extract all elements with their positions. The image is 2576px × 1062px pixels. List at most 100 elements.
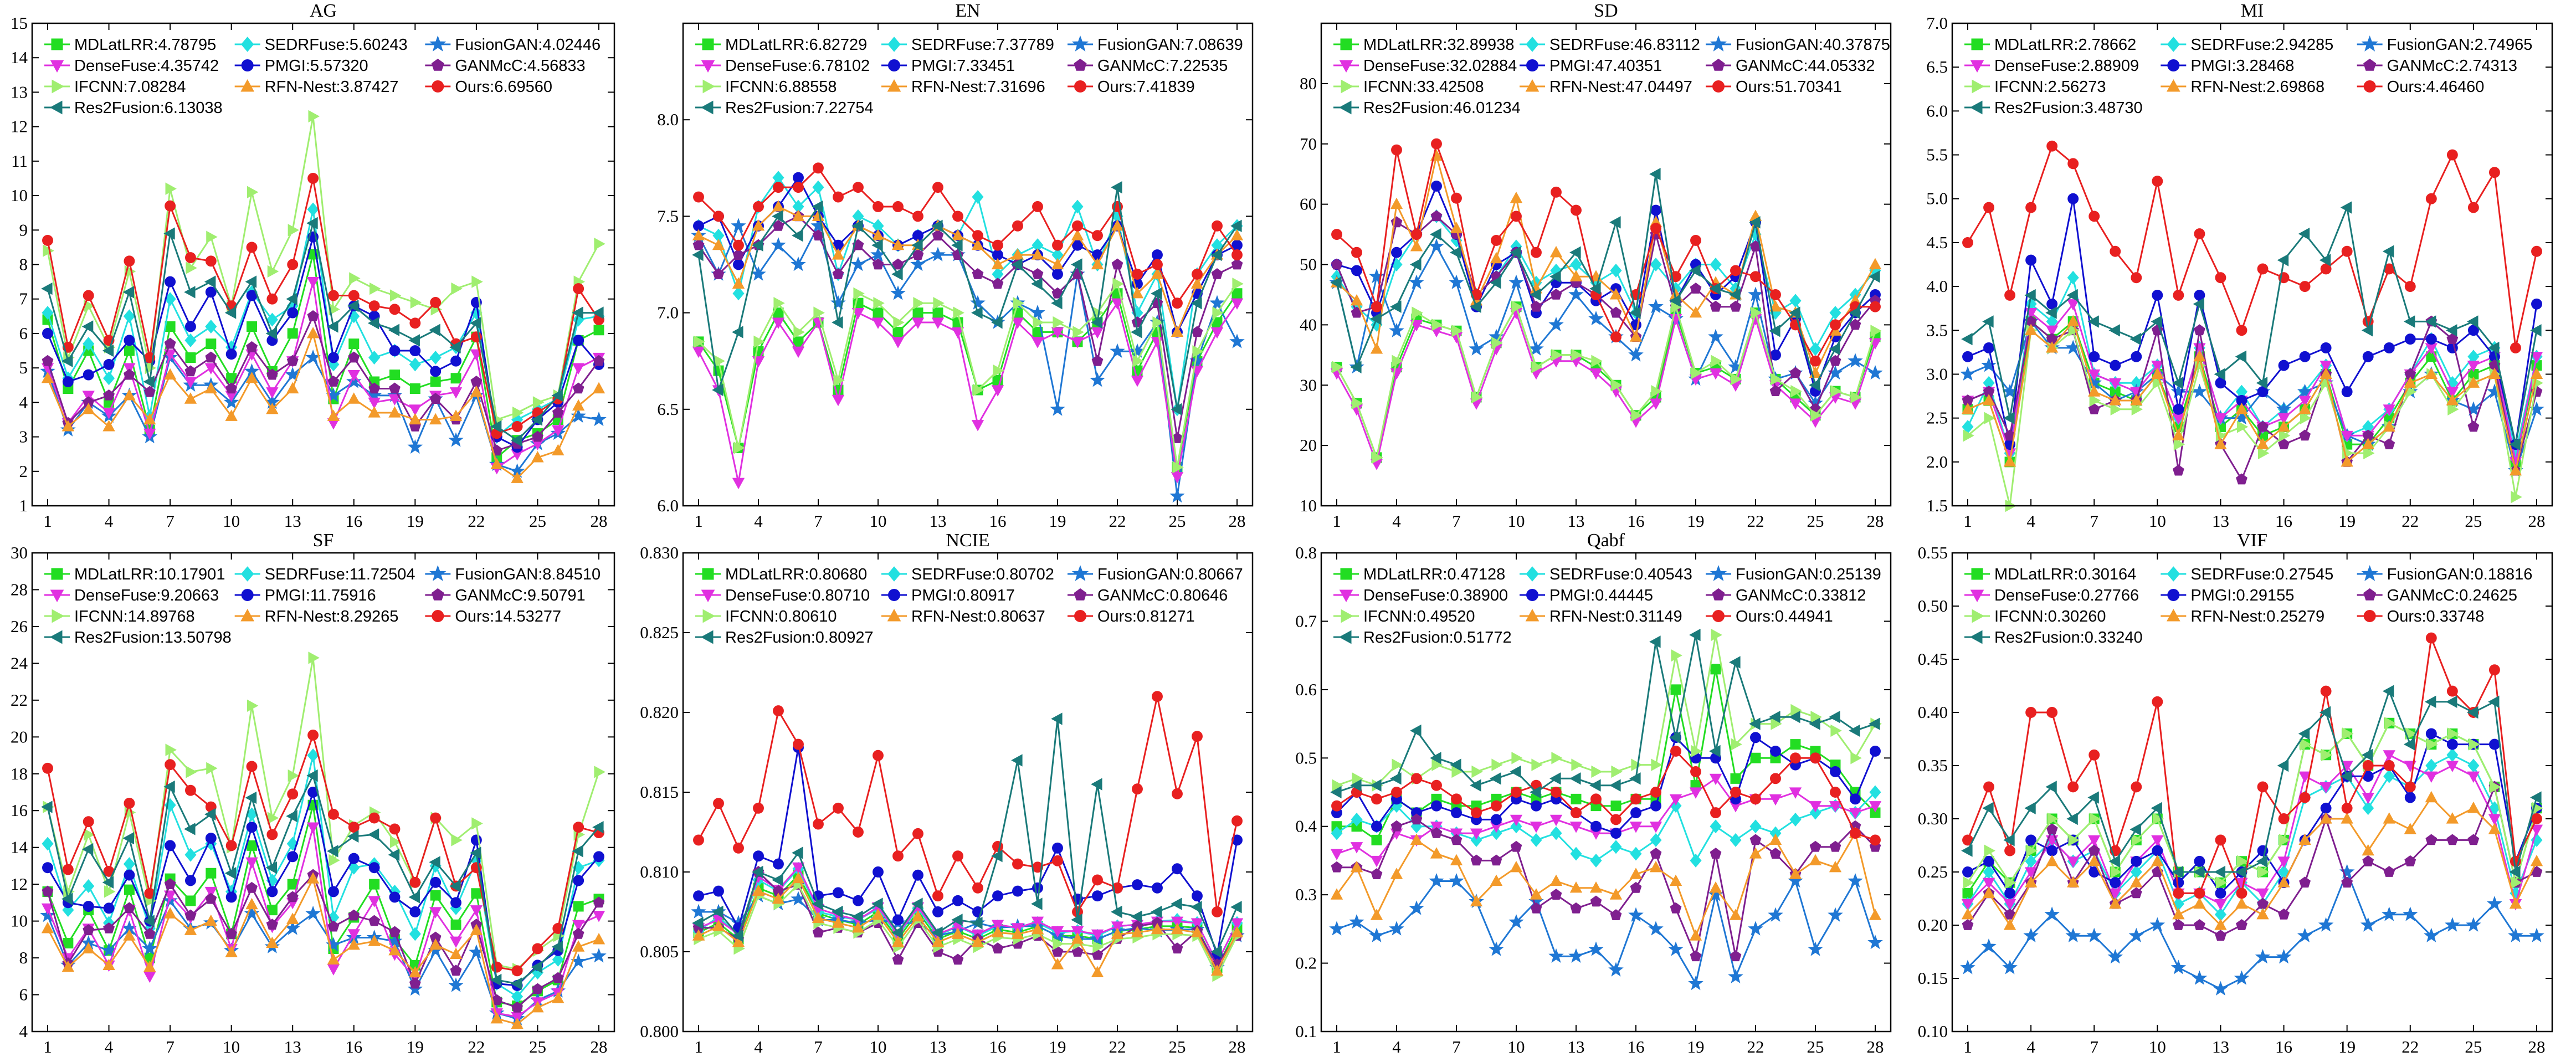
point-ifcnn	[2005, 876, 2016, 889]
y-tick-label: 3	[19, 427, 28, 447]
point-res2fusion	[1071, 914, 1082, 926]
x-tick-label: 10	[223, 511, 240, 531]
legend-label: Res2Fusion:0.80927	[725, 629, 874, 647]
point-ganmcc	[1550, 889, 1562, 900]
point-pmgi	[1052, 842, 1063, 854]
legend-marker	[887, 566, 901, 582]
point-ifcnn	[84, 828, 95, 841]
point-ifcnn	[1451, 325, 1463, 337]
x-tick-label: 22	[1747, 511, 1764, 531]
series-line-densefuse	[698, 865, 1238, 965]
legend-marker	[1338, 630, 1352, 644]
point-pmgi	[1850, 793, 1861, 805]
point-ours	[1012, 858, 1023, 870]
point-pmgi	[1630, 807, 1641, 818]
point-ifcnn	[1392, 355, 1403, 367]
y-tick-label: 0.805	[640, 942, 679, 961]
point-ifcnn	[389, 289, 402, 302]
point-rfn-nest	[2066, 876, 2080, 887]
legend-label: PMGI:7.33451	[911, 57, 1015, 75]
point-ours	[409, 317, 421, 329]
y-tick-label: 0.6	[1295, 680, 1317, 699]
legend-marker	[1710, 565, 1727, 581]
point-res2fusion	[712, 905, 723, 919]
point-res2fusion	[1809, 379, 1820, 392]
point-rfn-nest	[1370, 342, 1383, 354]
legend-marker	[1971, 568, 1983, 580]
point-res2fusion	[470, 317, 481, 330]
point-ours	[205, 255, 217, 267]
point-densefuse	[572, 920, 585, 932]
point-sedrfuse	[1351, 812, 1363, 827]
point-ifcnn	[973, 383, 984, 397]
point-ifcnn	[2026, 844, 2038, 857]
point-ours	[124, 797, 135, 809]
point-ganmcc	[1430, 210, 1443, 222]
point-res2fusion	[692, 916, 704, 930]
point-res2fusion	[2151, 802, 2162, 814]
point-fusiongan	[731, 218, 746, 233]
point-rfn-nest	[792, 209, 805, 221]
point-rfn-nest	[1350, 294, 1363, 306]
point-rfn-nest	[2088, 385, 2101, 397]
legend-marker	[52, 79, 65, 94]
point-sedrfuse	[1789, 812, 1802, 827]
point-sedrfuse	[2067, 270, 2079, 285]
point-ifcnn	[186, 766, 197, 778]
legend-entry-ifcnn: IFCNN:6.88558	[695, 78, 837, 96]
plot-frame	[31, 22, 615, 507]
legend-marker	[50, 589, 64, 603]
point-ifcnn	[1711, 628, 1722, 642]
legend-label: RFN-Nest:3.87427	[265, 78, 399, 96]
legend-entry-ganmcc: GANMcC:4.56833	[425, 57, 586, 75]
y-tick-label: 50	[1300, 255, 1317, 274]
panel-en: EN6.06.57.07.58.01 4 7 10 13 16 19 22 25 28MDLatL…	[657, 1, 1254, 531]
legend-label: DenseFuse:0.80710	[725, 587, 870, 604]
legend-label: PMGI:0.29155	[2190, 587, 2294, 604]
x-tick-label: 22	[468, 1037, 485, 1056]
point-densefuse	[2362, 793, 2374, 804]
point-res2fusion	[81, 320, 94, 333]
point-rfn-nest	[306, 872, 320, 884]
point-rfn-nest	[1171, 922, 1184, 935]
point-ifcnn	[1611, 379, 1623, 392]
point-res2fusion	[1749, 216, 1761, 229]
legend-entry-rfn-nest: RFN-Nest:3.87427	[234, 78, 399, 96]
x-tick-label: 28	[2528, 1037, 2546, 1056]
legend-ag: MDLatLRR:4.78795 SEDRFuse:5.60243 FusionGA…	[44, 35, 601, 117]
point-rfn-nest	[286, 912, 299, 924]
y-tick-label: 8	[19, 948, 28, 967]
point-rfn-nest	[306, 327, 320, 338]
point-ganmcc	[932, 229, 944, 241]
point-ifcnn	[206, 762, 218, 774]
point-ganmcc	[2194, 919, 2205, 930]
point-sedrfuse	[1809, 806, 1821, 820]
point-ours	[42, 762, 53, 774]
point-ours	[573, 822, 584, 833]
point-rfn-nest	[1569, 270, 1583, 281]
point-ours	[246, 242, 258, 253]
point-mdlatlrr	[348, 338, 360, 350]
x-tick-label: 10	[2149, 511, 2166, 531]
point-sedrfuse	[1650, 258, 1662, 271]
legend-entry-pmgi: PMGI:0.80917	[881, 587, 1015, 604]
legend-entry-sedrfuse: SEDRFuse:2.94285	[2161, 36, 2333, 54]
legend-label: MDLatLRR:0.30164	[1994, 566, 2136, 583]
x-tick-label: 22	[2401, 1037, 2419, 1056]
point-res2fusion	[592, 820, 604, 834]
point-ganmcc	[266, 919, 278, 930]
point-sedrfuse	[2467, 758, 2480, 773]
legend-entry-res2fusion: Res2Fusion:13.50798	[44, 629, 232, 647]
point-pmgi	[853, 895, 864, 906]
legend-marker	[1341, 609, 1354, 623]
point-fusiongan	[1867, 935, 1883, 950]
point-mdlatlrr	[430, 890, 441, 901]
point-rfn-nest	[2045, 854, 2059, 866]
panel-title-en: EN	[955, 1, 980, 21]
legend-entry-res2fusion: Res2Fusion:6.13038	[44, 99, 223, 117]
point-ours	[1172, 297, 1183, 309]
point-pmgi	[2004, 887, 2016, 899]
point-res2fusion	[572, 845, 583, 858]
point-ours	[693, 834, 704, 846]
point-ours	[2173, 289, 2184, 301]
